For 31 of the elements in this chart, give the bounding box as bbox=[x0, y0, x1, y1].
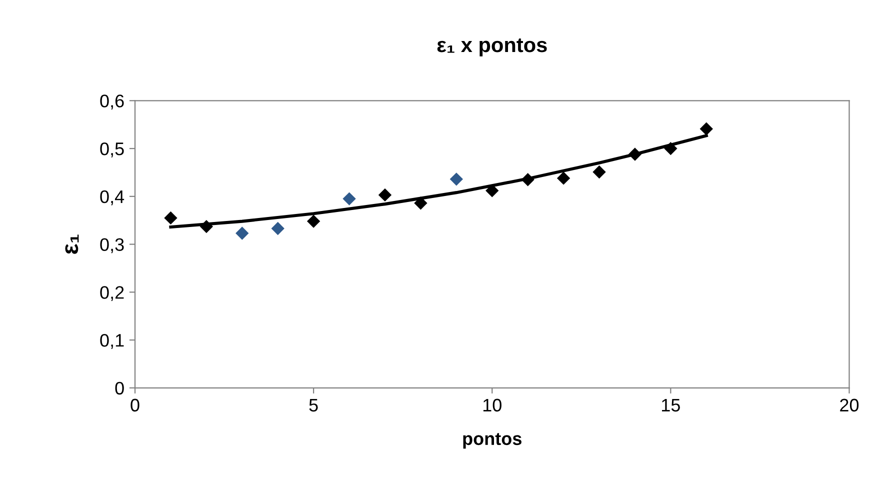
y-tick-label: 0,2 bbox=[100, 286, 124, 301]
point bbox=[592, 165, 606, 179]
point bbox=[664, 142, 678, 156]
point bbox=[521, 173, 534, 186]
point bbox=[450, 172, 463, 186]
point bbox=[342, 192, 356, 206]
point bbox=[306, 214, 320, 228]
x-tick-label: 0 bbox=[130, 398, 140, 412]
y-tick-label: 0,1 bbox=[100, 334, 124, 349]
x-axis-title: pontos bbox=[463, 433, 522, 449]
chart-title: ε₁ x pontos bbox=[437, 38, 547, 56]
y-tick-label: 0,4 bbox=[100, 190, 124, 206]
point bbox=[628, 148, 642, 161]
point bbox=[236, 226, 249, 240]
point bbox=[414, 196, 428, 210]
point bbox=[271, 222, 284, 236]
point bbox=[164, 211, 178, 225]
x-tick-label: 5 bbox=[309, 398, 318, 412]
y-tick-label: 0,5 bbox=[100, 142, 124, 158]
point bbox=[378, 188, 392, 202]
x-tick-label: 15 bbox=[662, 398, 680, 412]
y-tick-label: 0,3 bbox=[100, 238, 124, 254]
y-tick-label: 0,6 bbox=[100, 94, 124, 110]
x-tick-label: 20 bbox=[840, 398, 859, 412]
point bbox=[200, 220, 214, 234]
y-axis-title: ε₁ bbox=[65, 234, 79, 254]
x-tick-label: 10 bbox=[483, 398, 502, 412]
point bbox=[486, 184, 499, 198]
y-tick-label: 0 bbox=[115, 382, 124, 395]
point bbox=[700, 122, 713, 136]
point bbox=[556, 172, 570, 185]
